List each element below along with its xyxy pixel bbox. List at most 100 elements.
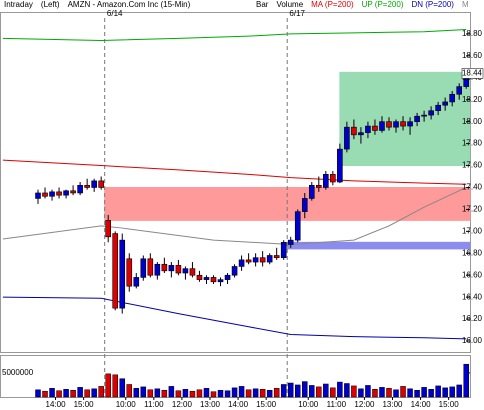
volume-bar <box>449 386 455 398</box>
candle-body <box>182 268 189 274</box>
x-tick-label: 14:00 <box>411 400 432 409</box>
candle-body <box>323 174 329 188</box>
candle-body <box>337 148 343 183</box>
volume-bar <box>147 389 154 398</box>
volume-bar <box>330 387 336 398</box>
candle-body <box>428 110 434 116</box>
candle-body <box>294 211 301 241</box>
volume-bar <box>400 386 406 398</box>
candle-body <box>42 192 48 197</box>
legend-entry: DN (P=200) <box>411 0 454 9</box>
candle-body <box>259 257 266 263</box>
x-tick-label: 15:00 <box>439 400 460 409</box>
candle-body <box>449 93 455 103</box>
candle-body <box>386 121 392 128</box>
volume-bar <box>133 388 140 398</box>
candle-body <box>280 242 287 258</box>
y-tick-label: 17.80 <box>462 139 483 148</box>
volume-bar <box>442 387 448 398</box>
volume-bar <box>189 390 196 398</box>
candle-body <box>245 259 252 263</box>
volume-bar <box>168 386 175 398</box>
volume-bar <box>351 385 357 398</box>
volume-bar <box>63 389 69 398</box>
volume-bar <box>421 387 427 398</box>
x-tick-label: 13:00 <box>382 400 403 409</box>
y-tick-label: 18.20 <box>462 95 483 104</box>
candle-body <box>344 126 350 150</box>
volume-bar <box>182 389 189 398</box>
candle-body <box>330 174 336 183</box>
candle-body <box>456 86 463 95</box>
candle-body <box>203 277 210 280</box>
volume-bar <box>217 389 224 398</box>
candle-body <box>379 121 385 131</box>
volume-bar <box>344 383 350 398</box>
volume-bar <box>196 389 203 398</box>
candle-body <box>442 101 448 106</box>
volume-bar <box>154 388 161 398</box>
candle-body <box>63 190 69 196</box>
volume-bar <box>316 386 322 398</box>
legend-entry: M <box>462 0 469 9</box>
candle-body <box>365 125 371 133</box>
y-tick-label: 17.00 <box>462 226 483 235</box>
volume-frame <box>0 355 471 398</box>
y-tick-label: 17.20 <box>462 205 483 214</box>
candle-body <box>154 263 161 276</box>
last-price-box <box>461 68 484 79</box>
candle-body <box>175 265 182 274</box>
candle-body <box>435 104 441 112</box>
candle-body <box>35 192 41 199</box>
candle-body <box>308 184 315 199</box>
volume-bar <box>105 373 111 398</box>
y-tick-label: 16.60 <box>462 270 483 279</box>
volume-bar <box>428 389 434 398</box>
x-tick-label: 11:00 <box>144 400 164 409</box>
x-tick-label: 12:00 <box>172 400 193 409</box>
candle-body <box>252 257 259 263</box>
volume-bar <box>42 390 48 398</box>
candle-body <box>358 132 364 136</box>
volume-bar <box>259 389 266 398</box>
volume-bar <box>224 390 231 398</box>
y-tick-label: 16.00 <box>462 336 483 345</box>
x-tick-label: 11:00 <box>327 400 347 409</box>
candle-body <box>400 121 406 127</box>
x-tick-label: 12:00 <box>354 400 375 409</box>
volume-bar <box>210 391 217 398</box>
last-price-label: 18.44 <box>462 69 483 78</box>
x-tick-label: 13:00 <box>200 400 221 409</box>
candle-body <box>147 258 154 276</box>
volume-bar <box>84 389 90 398</box>
y-tick-label: 17.60 <box>462 161 483 170</box>
volume-bar <box>56 390 62 398</box>
volume-bar <box>358 388 364 398</box>
volume-bar <box>365 385 371 398</box>
header-text: Intraday <box>4 0 33 9</box>
candle-body <box>273 255 280 258</box>
candle-body <box>56 191 62 196</box>
volume-bar <box>126 384 133 398</box>
y-tick-label: 16.20 <box>462 314 483 323</box>
volume-bar <box>245 389 252 398</box>
legend-entry: MA (P=200) <box>311 0 354 9</box>
zone <box>339 71 471 167</box>
volume-bar <box>337 381 343 398</box>
candle-body <box>301 198 308 212</box>
candle-body <box>210 277 217 283</box>
volume-bar <box>323 383 329 398</box>
volume-bar <box>252 388 259 398</box>
y-tick-label: 16.80 <box>462 248 483 257</box>
x-tick-label: 15:00 <box>256 400 277 409</box>
x-tick-label: 14:00 <box>46 400 67 409</box>
volume-bar <box>287 382 294 398</box>
candle-body <box>238 259 245 267</box>
candle-body <box>196 274 203 280</box>
x-tick-label: 15:00 <box>74 400 95 409</box>
volume-bar <box>161 389 168 398</box>
x-tick-label: 10:00 <box>116 400 137 409</box>
candle-body <box>266 255 273 263</box>
volume-bar <box>77 387 83 398</box>
volume-bar <box>266 389 273 398</box>
